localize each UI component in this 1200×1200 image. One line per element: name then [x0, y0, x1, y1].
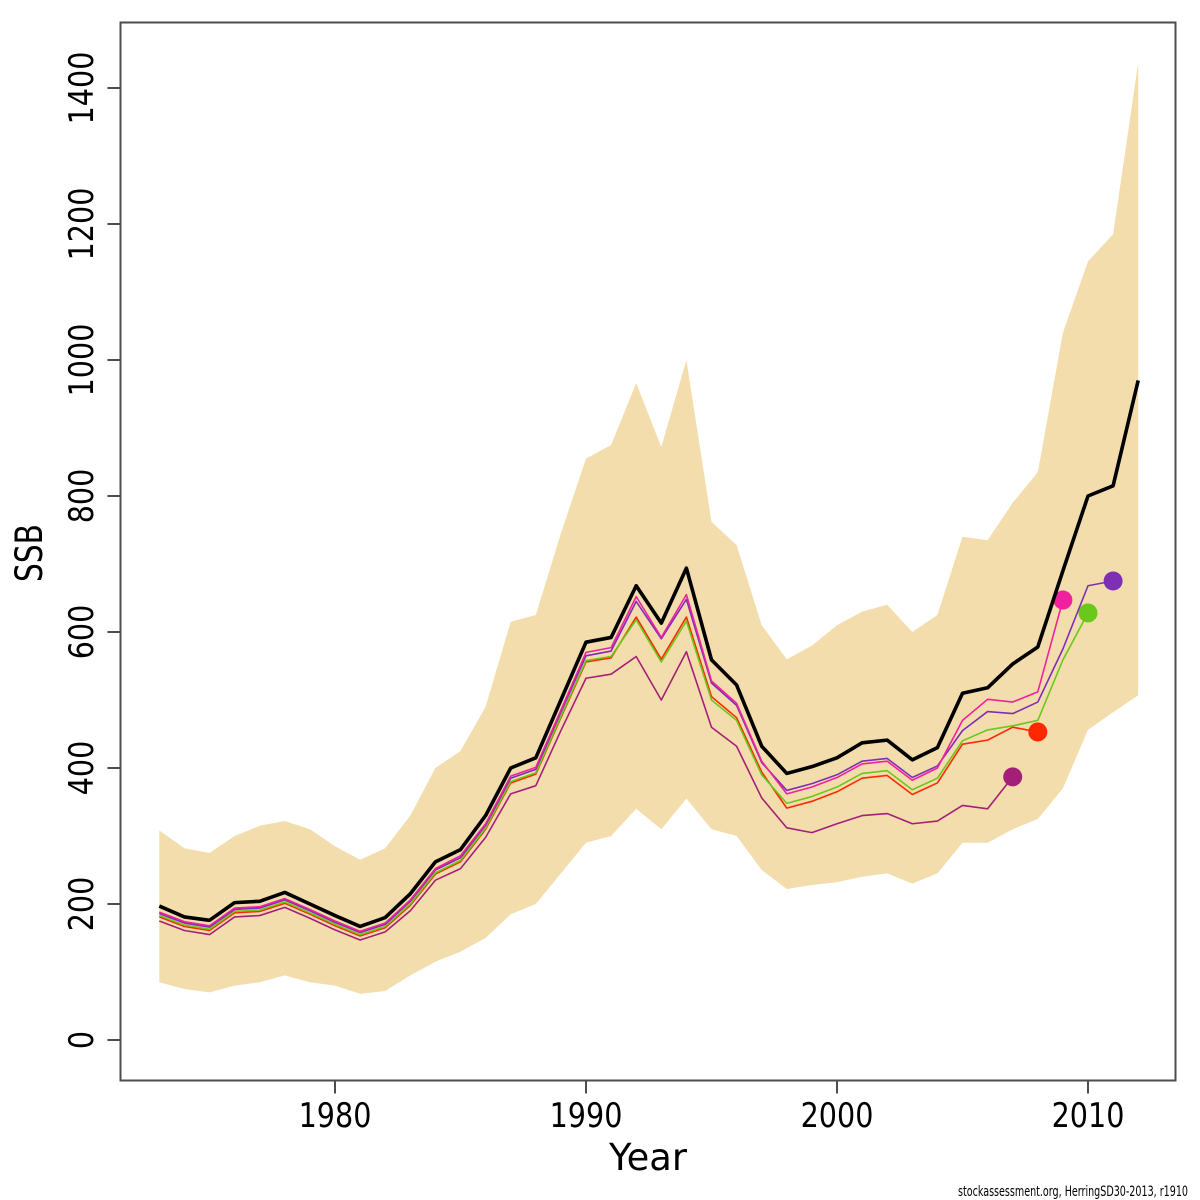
- y-tick-label: 0: [62, 1031, 102, 1049]
- x-tick-label: 2000: [801, 1096, 874, 1136]
- tick-layer: 0 200 400 600 800 1000 1200 1400 1980 1990 2000 201…: [62, 52, 1124, 1136]
- confidence-band-layer: [159, 62, 1139, 994]
- retro-2011-end-dot: [1103, 571, 1123, 591]
- x-tick-label: 1990: [550, 1096, 623, 1136]
- plot-frame: [119, 21, 1177, 1082]
- retro-2010-end-dot: [1078, 603, 1098, 623]
- y-tick-label: 1000: [62, 324, 102, 397]
- y-axis-title: SSB: [8, 524, 51, 582]
- retro-2009-end-dot: [1053, 590, 1073, 610]
- x-tick-label: 1980: [299, 1096, 372, 1136]
- x-tick-label: 2010: [1052, 1096, 1125, 1136]
- series-retro-2010-line: [159, 612, 1089, 936]
- series-current-line: [158, 379, 1140, 929]
- y-tick-label: 400: [62, 741, 102, 796]
- y-tick-label: 200: [62, 877, 102, 932]
- series-layer: [158, 379, 1140, 941]
- y-tick-label: 600: [62, 605, 102, 660]
- axes-frame-layer: [119, 21, 1177, 1082]
- y-tick-label: 1400: [62, 52, 102, 125]
- series-retro-2009-line: [159, 593, 1064, 933]
- series-retro-2011-line: [159, 580, 1114, 934]
- series-retro-2008-line: [159, 616, 1038, 937]
- x-axis-title: Year: [608, 1136, 688, 1179]
- footer-credit: stockassessment.org, HerringSD30-2013, r…: [958, 1184, 1188, 1200]
- y-tick-label: 800: [62, 469, 102, 524]
- series-retro-2007-line: [159, 650, 1014, 941]
- retro-2007-end-dot: [1003, 767, 1023, 787]
- retro-2008-end-dot: [1028, 722, 1048, 742]
- y-tick-label: 1200: [62, 188, 102, 261]
- confidence-band: [159, 62, 1139, 994]
